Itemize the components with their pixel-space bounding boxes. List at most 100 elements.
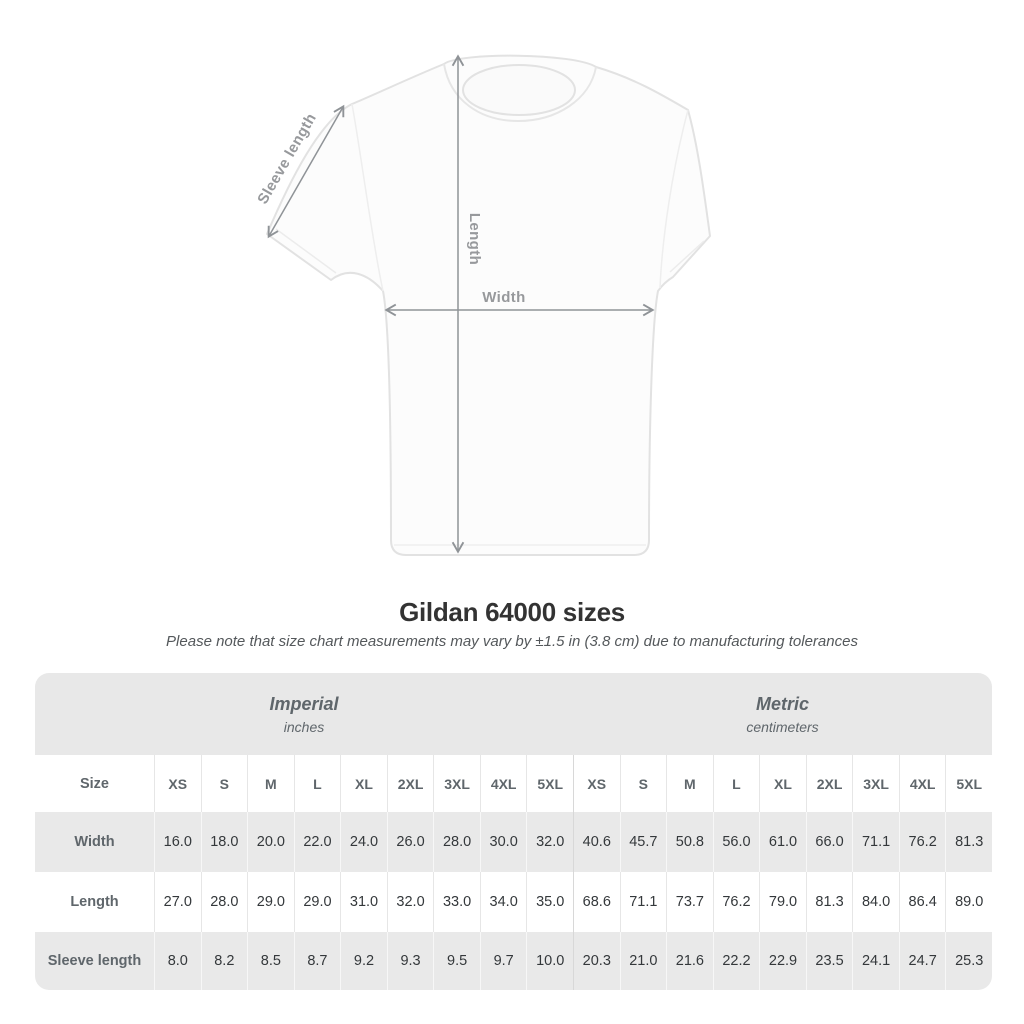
size-value-cell: 71.1 <box>852 812 899 872</box>
size-value-cell: 21.0 <box>619 932 667 990</box>
size-value-cell: 8.0 <box>154 932 201 990</box>
size-col-header: 2XL <box>805 755 853 812</box>
size-value-cell: 73.7 <box>666 872 713 932</box>
size-value-cell: 24.7 <box>898 932 946 990</box>
size-value-cell: 76.2 <box>898 812 946 872</box>
length-row-label: Length <box>70 894 119 910</box>
size-value-cell: 22.9 <box>759 932 806 990</box>
size-value-cell: 34.0 <box>479 872 527 932</box>
size-value-cell: 27.0 <box>154 872 201 932</box>
right-cuff-seam <box>669 240 705 273</box>
size-value-cell: 84.0 <box>852 872 899 932</box>
size-value-cell: 24.0 <box>340 812 387 872</box>
size-value-cell: 23.5 <box>805 932 853 990</box>
collar-inner-rim <box>462 64 576 116</box>
size-value-cell: 56.0 <box>712 812 760 872</box>
tshirt-diagram-svg: Sleeve length Length Width <box>254 54 711 556</box>
size-value-cell: 86.4 <box>898 872 946 932</box>
size-value-cell: 20.3 <box>573 932 620 990</box>
size-value-cell: 18.0 <box>200 812 248 872</box>
width-row: Width 16.0 18.0 20.0 22.0 24.0 26.0 28.0 30.0 32… <box>35 812 992 872</box>
metric-unit-label: centimeters <box>746 718 819 735</box>
size-col-header: XS <box>154 755 201 812</box>
size-value-cell: 33.0 <box>433 872 480 932</box>
units-band: Imperial inches Metric centimeters <box>35 673 992 755</box>
size-value-cell: 28.0 <box>433 812 480 872</box>
size-value-cell: 20.0 <box>247 812 294 872</box>
size-value-cell: 29.0 <box>293 872 341 932</box>
size-col-header: S <box>619 755 667 812</box>
tshirt-measurement-diagram: Sleeve length Length Width <box>254 54 711 556</box>
size-table: Imperial inches Metric centimeters Size … <box>35 673 992 990</box>
size-value-cell: 81.3 <box>805 872 853 932</box>
size-col-header: XS <box>573 755 620 812</box>
size-value-cell: 35.0 <box>526 872 573 932</box>
size-value-cell: 71.1 <box>619 872 667 932</box>
size-value-cell: 89.0 <box>945 872 992 932</box>
size-value-cell: 26.0 <box>386 812 434 872</box>
size-value-cell: 32.0 <box>526 812 573 872</box>
size-value-cell: 31.0 <box>340 872 387 932</box>
size-value-cell: 9.5 <box>433 932 480 990</box>
imperial-unit-label: inches <box>283 718 325 735</box>
size-col-header: 5XL <box>945 755 992 812</box>
tolerance-note: Please note that size chart measurements… <box>166 633 858 650</box>
size-col-header: 4XL <box>898 755 946 812</box>
size-header-label: Size <box>79 775 109 792</box>
size-value-cell: 66.0 <box>805 812 853 872</box>
size-value-cell: 28.0 <box>200 872 248 932</box>
size-col-header: XL <box>759 755 806 812</box>
size-value-cell: 8.2 <box>200 932 248 990</box>
size-value-cell: 8.5 <box>247 932 294 990</box>
page-title: Gildan 64000 sizes <box>399 597 625 627</box>
size-value-cell: 61.0 <box>759 812 806 872</box>
size-value-cell: 50.8 <box>666 812 713 872</box>
size-value-cell: 32.0 <box>386 872 434 932</box>
metric-label: Metric <box>755 693 809 714</box>
size-value-cell: 24.1 <box>852 932 899 990</box>
size-value-cell: 16.0 <box>154 812 201 872</box>
size-value-cell: 29.0 <box>247 872 294 932</box>
width-row-label: Width <box>74 834 115 850</box>
imperial-label: Imperial <box>269 693 339 714</box>
size-value-cell: 10.0 <box>526 932 573 990</box>
size-col-header: L <box>293 755 341 812</box>
size-value-cell: 9.2 <box>340 932 387 990</box>
size-value-cell: 81.3 <box>945 812 992 872</box>
size-value-cell: 22.2 <box>712 932 760 990</box>
metric-group-header: Metric centimeters <box>573 673 992 755</box>
right-armhole-seam <box>659 109 689 289</box>
size-col-header: 5XL <box>526 755 573 812</box>
sleeve-length-row: Sleeve length 8.0 8.2 8.5 8.7 9.2 9.3 9.5 9.7 10… <box>35 932 992 990</box>
size-value-cell: 68.6 <box>573 872 620 932</box>
size-col-header: XL <box>340 755 387 812</box>
size-value-cell: 9.7 <box>479 932 527 990</box>
width-label: Width <box>482 289 526 306</box>
length-label: Length <box>466 213 483 265</box>
imperial-group-header: Imperial inches <box>35 673 573 755</box>
size-col-header: 2XL <box>386 755 434 812</box>
size-col-header: M <box>247 755 294 812</box>
left-armhole-seam <box>351 103 384 292</box>
sleeve-length-row-label: Sleeve length <box>47 953 142 969</box>
size-col-header: 3XL <box>433 755 480 812</box>
size-value-cell: 76.2 <box>712 872 760 932</box>
size-value-cell: 79.0 <box>759 872 806 932</box>
size-value-cell: 45.7 <box>619 812 667 872</box>
size-col-header: 4XL <box>479 755 527 812</box>
size-value-cell: 30.0 <box>479 812 527 872</box>
size-col-header: M <box>666 755 713 812</box>
size-value-cell: 21.6 <box>666 932 713 990</box>
size-col-header: L <box>712 755 760 812</box>
size-value-cell: 40.6 <box>573 812 620 872</box>
size-col-header: 3XL <box>852 755 899 812</box>
size-value-cell: 25.3 <box>945 932 992 990</box>
size-header-row: Size XS S M L XL 2XL 3XL 4XL 5XL XS S M L XL 2XL 3XL 4XL… <box>35 755 992 812</box>
sleeve-length-arrow <box>267 104 345 239</box>
length-row: Length 27.0 28.0 29.0 29.0 31.0 32.0 33.0 34.0 3… <box>35 872 992 932</box>
size-value-cell: 8.7 <box>293 932 341 990</box>
size-value-cell: 22.0 <box>293 812 341 872</box>
measurement-annotations <box>267 54 655 554</box>
size-value-cell: 9.3 <box>386 932 434 990</box>
